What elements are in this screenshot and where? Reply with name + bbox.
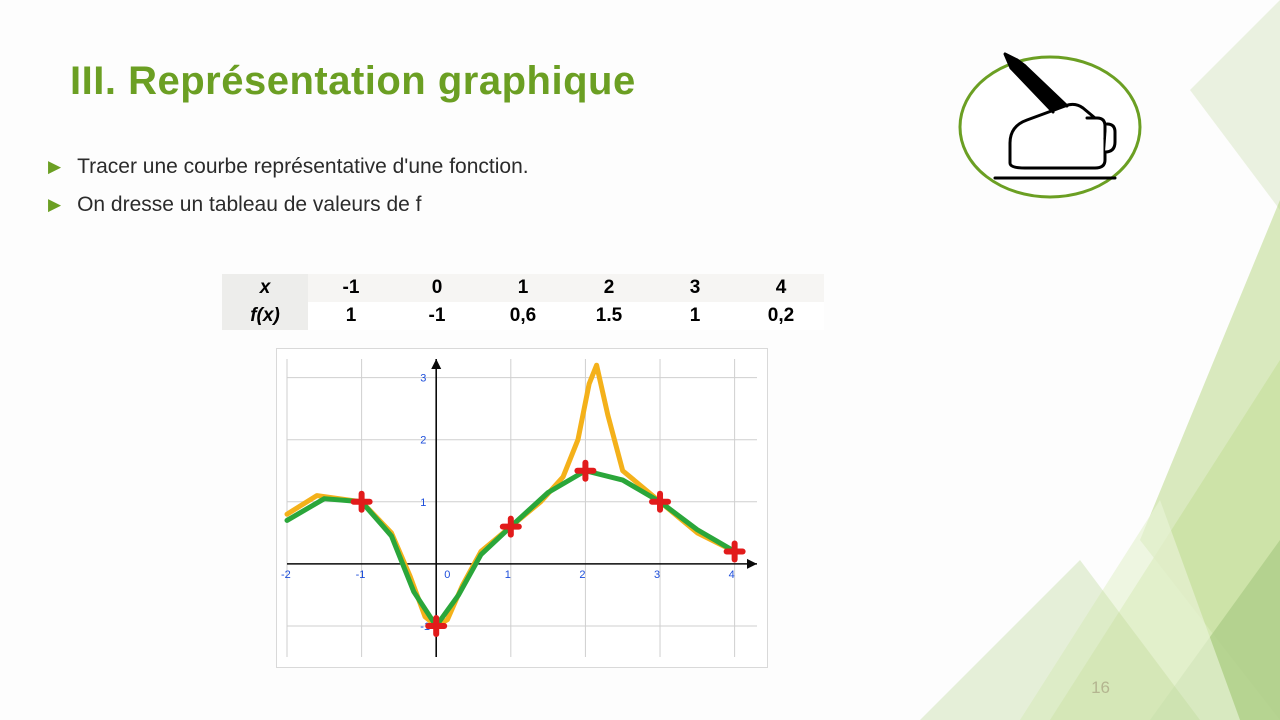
- slide-title: III. Représentation graphique: [70, 59, 636, 104]
- bullet-arrow-icon: ▶: [48, 157, 61, 177]
- table-header-x: x: [222, 274, 308, 302]
- table-cell: 0,2: [738, 302, 824, 330]
- bullet-list: ▶ Tracer une courbe représentative d'une…: [48, 155, 529, 231]
- table-cell: 1: [308, 302, 394, 330]
- bullet-text: Tracer une courbe représentative d'une f…: [77, 155, 529, 179]
- bullet-arrow-icon: ▶: [48, 195, 61, 215]
- svg-text:3: 3: [654, 569, 660, 581]
- table-cell: 1: [652, 302, 738, 330]
- svg-text:1: 1: [505, 569, 511, 581]
- bullet-item: ▶ Tracer une courbe représentative d'une…: [48, 155, 529, 179]
- table-cell: 0,6: [480, 302, 566, 330]
- table-cell: 1.5: [566, 302, 652, 330]
- table-row: f(x) 1 -1 0,6 1.5 1 0,2: [222, 302, 824, 330]
- table-cell: 2: [566, 274, 652, 302]
- table-header-fx: f(x): [222, 302, 308, 330]
- table-cell: 1: [480, 274, 566, 302]
- svg-text:1: 1: [420, 497, 426, 509]
- svg-text:3: 3: [420, 373, 426, 385]
- table-cell: -1: [308, 274, 394, 302]
- writing-hand-icon: [955, 48, 1145, 206]
- bullet-text: On dresse un tableau de valeurs de f: [77, 193, 421, 217]
- bullet-item: ▶ On dresse un tableau de valeurs de f: [48, 193, 529, 217]
- table-cell: 0: [394, 274, 480, 302]
- svg-text:-2: -2: [281, 569, 291, 581]
- table-row: x -1 0 1 2 3 4: [222, 274, 824, 302]
- svg-text:4: 4: [729, 569, 735, 581]
- table-cell: 4: [738, 274, 824, 302]
- svg-text:-1: -1: [356, 569, 366, 581]
- function-chart: -2-101234-1123: [276, 348, 768, 668]
- svg-text:0: 0: [444, 569, 450, 581]
- table-cell: 3: [652, 274, 738, 302]
- svg-text:2: 2: [579, 569, 585, 581]
- svg-text:2: 2: [420, 435, 426, 447]
- table-cell: -1: [394, 302, 480, 330]
- value-table: x -1 0 1 2 3 4 f(x) 1 -1 0,6 1.5 1 0,2: [222, 274, 824, 330]
- page-number: 16: [1091, 678, 1110, 698]
